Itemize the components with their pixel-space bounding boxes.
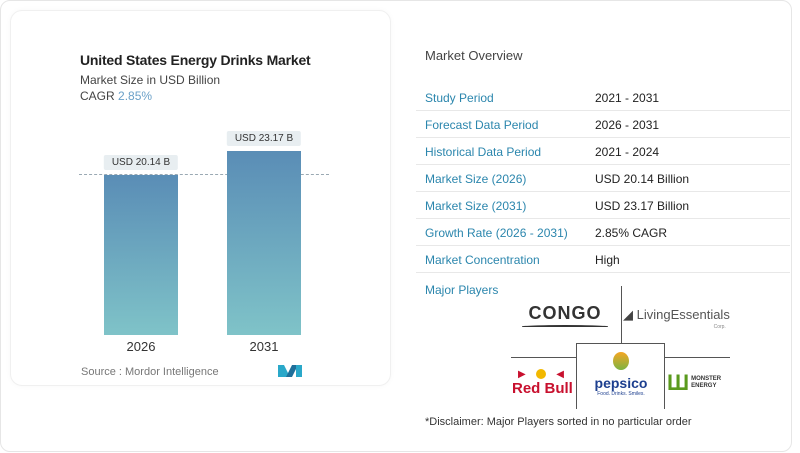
x-tick-label: 2026: [126, 339, 156, 354]
overview-row: Study Period 2021 - 2031: [416, 84, 790, 111]
cagr-value: 2.85%: [118, 89, 153, 103]
overview-row: Market Size (2031) USD 23.17 Billion: [416, 192, 790, 219]
overview-value: High: [595, 253, 620, 267]
overview-value: USD 23.17 Billion: [595, 199, 690, 213]
pepsico-frame: [576, 343, 665, 409]
divider: [511, 357, 576, 358]
pepsico-logo: pepsico Food. Drinks. Smiles.: [580, 352, 662, 397]
cagr-label: CAGR: [80, 89, 115, 103]
overview-row: Historical Data Period 2021 - 2024: [416, 138, 790, 165]
pepsico-tagline: Food. Drinks. Smiles.: [597, 391, 645, 397]
mordor-logo-icon: [278, 365, 302, 377]
bar-2031: [227, 150, 301, 335]
overview-label: Historical Data Period: [425, 145, 542, 159]
overview-label: Forecast Data Period: [425, 118, 539, 132]
overview-value: 2026 - 2031: [595, 118, 660, 132]
x-tick-label: 2031: [249, 339, 279, 354]
living-essentials-text: LivingEssentials: [636, 307, 730, 322]
data-label: USD 23.17 B: [226, 130, 302, 146]
data-label: USD 20.14 B: [103, 154, 179, 170]
disclaimer: *Disclaimer: Major Players sorted in no …: [425, 416, 692, 428]
overview-value: 2021 - 2031: [595, 91, 660, 105]
chart-cagr: CAGR 2.85%: [80, 89, 152, 103]
overview-label: Market Size (2026): [425, 172, 527, 186]
overview-label: Study Period: [425, 91, 494, 105]
congo-logo: CONGO: [522, 303, 608, 328]
overview-row: Growth Rate (2026 - 2031) 2.85% CAGR: [416, 219, 790, 246]
divider: [621, 286, 622, 343]
overview-value: 2.85% CAGR: [595, 226, 668, 240]
overview-label: Growth Rate (2026 - 2031): [425, 226, 568, 240]
pepsico-text: pepsico: [594, 375, 648, 391]
major-players-title: Major Players: [425, 283, 499, 297]
redbull-logo: ▶ ◀ Red Bull: [512, 369, 573, 397]
overview-label: Market Concentration: [425, 253, 540, 267]
overview-title: Market Overview: [425, 48, 523, 63]
overview-value: 2021 - 2024: [595, 145, 660, 159]
overview-row: Market Concentration High: [416, 246, 790, 273]
divider: [665, 357, 730, 358]
monster-logo: Ш MONSTER ENERGY: [667, 372, 731, 394]
living-essentials-logo: ◢ LivingEssentials Corp.: [623, 307, 730, 330]
overview-label: Market Size (2031): [425, 199, 527, 213]
chart-panel: [10, 10, 391, 386]
overview-row: Forecast Data Period 2026 - 2031: [416, 111, 790, 138]
source-text: Source : Mordor Intelligence: [81, 366, 219, 378]
living-essentials-sub: Corp.: [713, 324, 726, 330]
chart-subtitle: Market Size in USD Billion: [80, 73, 221, 87]
overview-row: Market Size (2026) USD 20.14 Billion: [416, 165, 790, 192]
reference-dashed-line: [79, 174, 329, 175]
congo-logo-text: CONGO: [528, 303, 602, 323]
chart-title: United States Energy Drinks Market: [80, 52, 311, 68]
overview-value: USD 20.14 Billion: [595, 172, 690, 186]
redbull-text: Red Bull: [512, 380, 573, 397]
monster-text: MONSTER ENERGY: [691, 376, 722, 389]
bar-2026: [104, 174, 178, 335]
